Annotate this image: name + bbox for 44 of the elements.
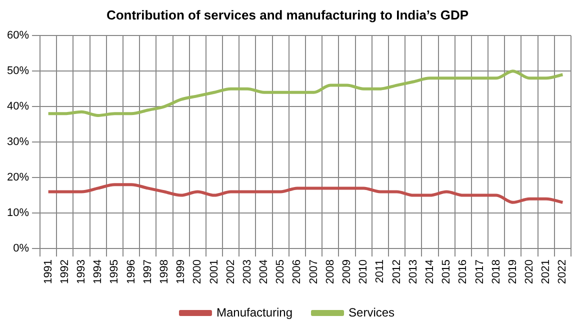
x-tick-label: 1994 xyxy=(92,260,104,284)
x-tick-label: 2009 xyxy=(341,260,354,284)
x-tick-label: 1998 xyxy=(158,260,170,284)
x-tick-label: 2016 xyxy=(457,260,470,284)
y-tick-label: 30% xyxy=(6,136,30,148)
x-tick-label: 2011 xyxy=(374,260,386,284)
x-tick-label: 2021 xyxy=(540,260,552,284)
x-tick-label: 2017 xyxy=(474,260,486,284)
y-tick-label: 50% xyxy=(6,65,30,78)
x-tick-label: 2019 xyxy=(506,260,519,284)
x-tick-label: 2006 xyxy=(291,260,304,284)
y-tick-label: 20% xyxy=(6,172,30,184)
x-tick-label: 2020 xyxy=(524,260,536,284)
x-tick-label: 1995 xyxy=(108,260,121,284)
x-tick-label: 1993 xyxy=(76,260,88,284)
x-tick-label: 1992 xyxy=(58,260,71,284)
chart-title: Contribution of services and manufacturing to India’s GDP xyxy=(106,7,469,22)
x-tick-label: 1999 xyxy=(175,260,188,284)
x-tick-label: 2015 xyxy=(440,260,453,284)
y-tick-label: 10% xyxy=(6,207,30,220)
legend-label: Services xyxy=(348,305,395,320)
x-tick-label: 1991 xyxy=(42,260,54,284)
line-series xyxy=(46,70,564,117)
x-tick-label: 2008 xyxy=(324,260,336,284)
x-tick-label: 2013 xyxy=(407,260,420,284)
x-tick-label: 2004 xyxy=(258,260,270,284)
legend-label: Manufacturing xyxy=(216,305,293,320)
y-tick-label: 60% xyxy=(6,30,30,42)
y-tick-label: 40% xyxy=(6,100,30,113)
x-tick-label: 2005 xyxy=(274,260,287,284)
x-tick-label: 2022 xyxy=(556,260,569,284)
y-tick-label: 0% xyxy=(13,242,30,255)
line-series xyxy=(46,183,564,204)
x-tick-label: 1996 xyxy=(125,260,138,284)
x-tick-label: 2000 xyxy=(192,260,204,284)
x-tick-label: 2001 xyxy=(208,260,220,284)
x-tick-label: 1997 xyxy=(142,260,154,284)
x-tick-label: 2012 xyxy=(390,260,403,284)
x-tick-label: 2002 xyxy=(224,260,237,284)
x-tick-label: 2007 xyxy=(308,260,320,284)
x-tick-label: 2003 xyxy=(241,260,254,284)
x-tick-label: 2018 xyxy=(490,260,502,284)
x-tick-label: 2010 xyxy=(358,260,370,284)
x-tick-label: 2014 xyxy=(424,260,436,284)
